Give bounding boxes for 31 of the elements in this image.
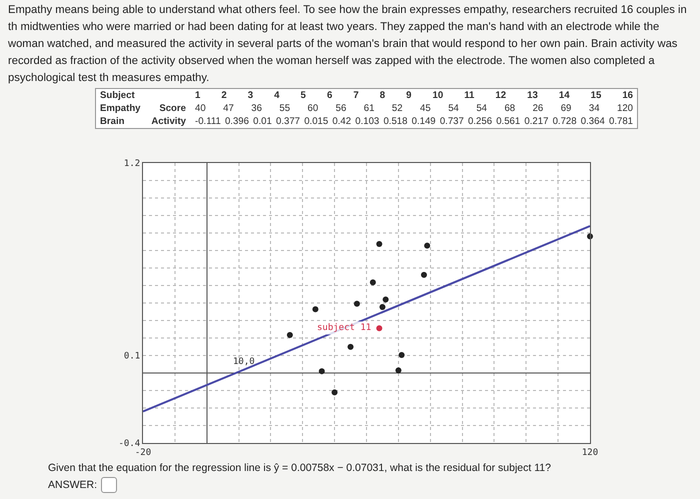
point bbox=[312, 306, 318, 312]
point bbox=[424, 242, 430, 249]
point bbox=[286, 332, 293, 338]
point bbox=[395, 367, 402, 374]
point bbox=[398, 352, 405, 358]
text: Brain Activity bbox=[99, 115, 187, 128]
x-tick-label: -20 bbox=[134, 448, 152, 458]
text: ANSWER: bbox=[48, 478, 98, 493]
text: 40 47 36 55 60 56 61 52 45 54 54 68 26 69 34 120 bbox=[194, 102, 634, 115]
point bbox=[318, 368, 325, 374]
text: Empathy means being able to understand what others feel. To see how the brain expresses empathy, researchers recruited 16 couples in th midtwenties who were married or had been dating for at least two years. They zapped the man's hand with an electrode while the woman watched, and measured the activity in several parts of the woman's brain that would respond to her own pain. Brain activity was recorded as fraction of the activity observed when the woman herself was zapped with the electrode. The women also completed a psychological test th measures empathy. bbox=[8, 3, 688, 86]
y-tick-label: 1.2 bbox=[124, 159, 140, 170]
text: -0.111 0.396 0.01 0.377 0.015 0.42 0.103 0.518 0.149 0.737 0.256 0.561 0.217 0.728 0.364 0.781 bbox=[194, 115, 634, 128]
x-tick-label: 120 bbox=[582, 448, 598, 458]
point bbox=[379, 304, 386, 310]
point bbox=[370, 279, 376, 286]
point bbox=[354, 300, 360, 307]
annotation: 10,0 bbox=[233, 357, 255, 367]
annotation: subject 11 bbox=[317, 323, 372, 333]
text: 1 2 3 4 5 6 7 8 9 10 11 12 13 14 15 16 bbox=[194, 89, 634, 102]
point bbox=[420, 272, 427, 278]
y-tick-label: -0.4 bbox=[118, 439, 140, 450]
text: Subject bbox=[99, 89, 136, 102]
point bbox=[348, 344, 354, 350]
point bbox=[376, 241, 382, 248]
point bbox=[382, 296, 389, 302]
text: Given that the equation for the regression line is ŷ = 0.00758x − 0.07031, what is the residual for subject 11? bbox=[48, 461, 551, 476]
y-tick-label: 0.1 bbox=[124, 352, 140, 362]
point bbox=[376, 325, 382, 332]
text: Empathy Score bbox=[99, 102, 187, 115]
point bbox=[332, 389, 338, 396]
